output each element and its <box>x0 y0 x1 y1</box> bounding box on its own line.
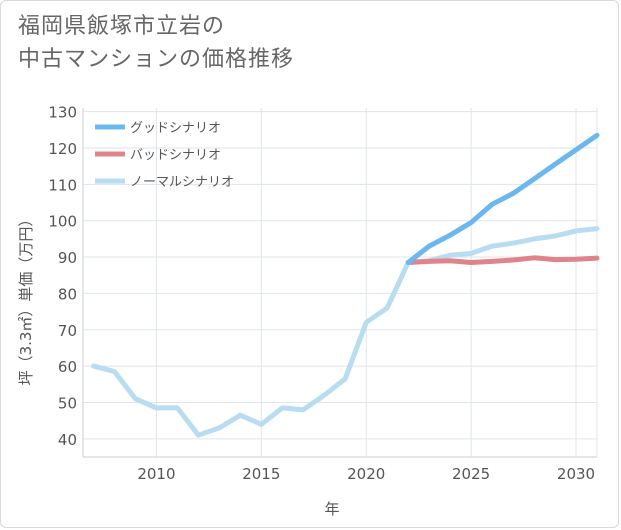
x-tick-label: 2020 <box>347 465 385 483</box>
series-line-0 <box>405 132 600 265</box>
y-tick-label: 120 <box>48 140 77 158</box>
y-tick-label: 110 <box>48 176 77 194</box>
y-axis-title: 坪（3.3㎡）単価（万円） <box>17 212 35 386</box>
legend-label-0: グッドシナリオ <box>130 121 221 136</box>
y-tick-label: 90 <box>58 249 77 267</box>
chart-title-line2: 中古マンションの価格推移 <box>18 47 295 72</box>
series-lines <box>91 132 600 438</box>
x-tick-label: 2010 <box>137 465 175 483</box>
x-tick-label: 2025 <box>452 465 490 483</box>
y-tick-label: 130 <box>48 104 77 122</box>
x-tick-label: 2015 <box>242 465 280 483</box>
y-tick-label: 80 <box>58 285 77 303</box>
y-tick-label: 60 <box>58 358 77 376</box>
series-line-1 <box>405 255 600 265</box>
y-tick-label: 40 <box>58 431 77 449</box>
y-tick-label: 50 <box>58 394 77 412</box>
legend-label-1: バッドシナリオ <box>130 148 221 163</box>
chart-title: 福岡県飯塚市立岩の 中古マンションの価格推移 <box>18 10 294 76</box>
y-tick-label: 70 <box>58 322 77 340</box>
chart-title-line1: 福岡県飯塚市立岩の <box>18 14 226 39</box>
grid <box>83 108 597 457</box>
series-line-2 <box>91 226 600 438</box>
y-tick-label: 100 <box>48 213 77 231</box>
legend-label-2: ノーマルシナリオ <box>130 175 234 190</box>
x-tick-label: 2030 <box>557 465 595 483</box>
x-axis-title: 年 <box>324 500 339 518</box>
axes: 40 50 60 70 80 90 100 110 120 130 2010 2015 2020 2025… <box>48 104 598 483</box>
plot-area <box>83 108 597 457</box>
